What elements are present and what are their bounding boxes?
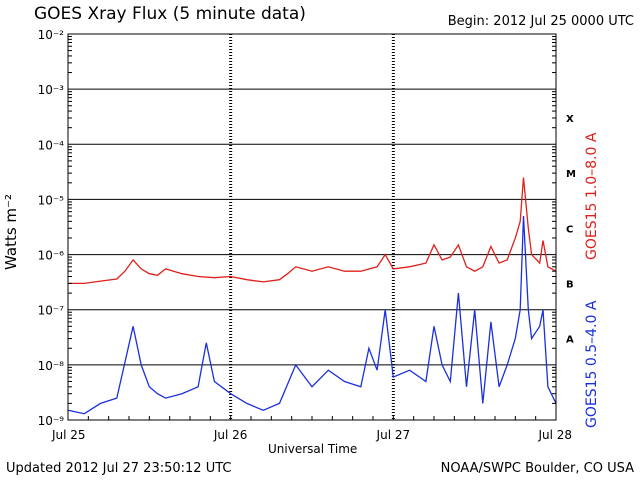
series-line-1 <box>67 215 557 415</box>
flare-class-label: C <box>566 224 573 235</box>
chart-title: GOES Xray Flux (5 minute data) <box>34 4 306 24</box>
x-axis-label: Universal Time <box>268 442 358 456</box>
y-tick-label: 10⁻² <box>38 28 65 42</box>
flare-class-label: X <box>566 114 574 125</box>
flare-class-label: B <box>566 279 574 290</box>
x-tick-label: Jul 26 <box>213 428 248 442</box>
x-tick-label: Jul 27 <box>376 428 411 442</box>
y-tick-label: 10⁻⁹ <box>38 414 65 428</box>
x-tick-label: Jul 25 <box>51 428 86 442</box>
series-layer <box>67 177 557 415</box>
y-tick-label: 10⁻⁴ <box>38 138 65 152</box>
flare-class-label: M <box>566 169 576 180</box>
x-tick-label: Jul 28 <box>537 428 572 442</box>
y-tick-label: 10⁻⁸ <box>38 359 65 373</box>
credit-text: NOAA/SWPC Boulder, CO USA <box>440 461 634 476</box>
y-tick-label: 10⁻⁵ <box>38 193 65 207</box>
y-tick-layer: 10⁻² 10⁻³ 10⁻⁴ 10⁻⁵ 10⁻⁶ 10⁻⁷ 10⁻⁸ 10⁻⁹ <box>38 28 556 428</box>
flare-class-layer: X M C B A <box>566 114 576 346</box>
begin-timestamp: Begin: 2012 Jul 25 0000 UTC <box>447 14 634 29</box>
y-tick-label: 10⁻⁷ <box>38 304 65 318</box>
flare-class-label: A <box>566 335 574 346</box>
series-line-0 <box>68 177 557 285</box>
y-tick-label: 10⁻³ <box>38 83 65 97</box>
x-tick-layer: Jul 25 Jul 26 Jul 27 Jul 28 <box>51 416 572 442</box>
y-tick-label: 10⁻⁶ <box>38 249 65 263</box>
updated-timestamp: Updated 2012 Jul 27 23:50:12 UTC <box>6 461 232 476</box>
